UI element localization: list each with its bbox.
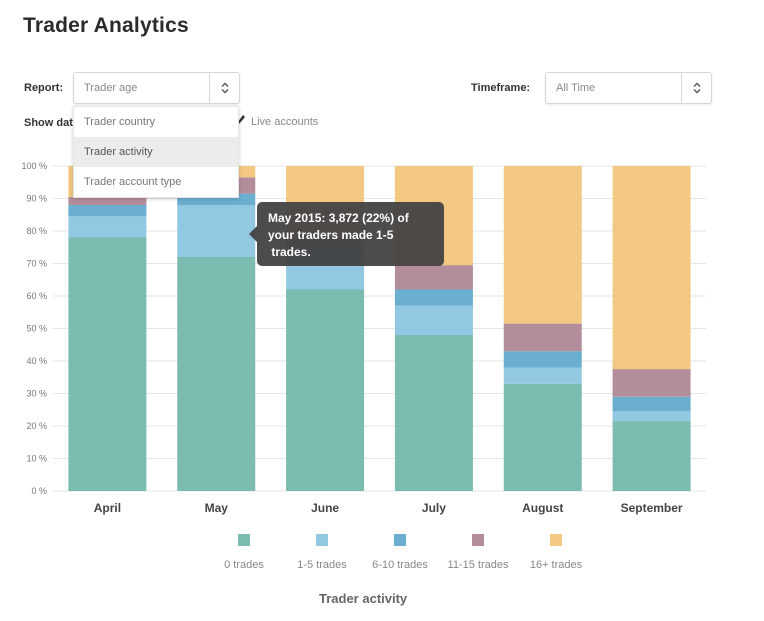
- legend-label: 1-5 trades: [297, 559, 347, 571]
- legend-label: 16+ trades: [529, 559, 583, 571]
- legend-item[interactable]: 16+ trades: [517, 534, 595, 571]
- y-tick-label: 20 %: [26, 421, 47, 431]
- select-updown-icon[interactable]: [209, 73, 239, 103]
- bar-segment[interactable]: [503, 323, 582, 352]
- bar-segment[interactable]: [503, 166, 582, 324]
- legend-swatch: [550, 534, 562, 546]
- x-tick-label: August: [522, 501, 563, 515]
- tooltip-line-3: trades.: [268, 245, 311, 259]
- legend-label: 0 trades: [224, 559, 264, 571]
- tooltip-line-1: May 2015: 3,872 (22%) of: [268, 211, 409, 225]
- legend-label: 6-10 trades: [372, 559, 428, 571]
- report-dropdown-menu: Trader country Trader activity Trader ac…: [73, 106, 239, 198]
- dropdown-item-trader-account-type[interactable]: Trader account type: [84, 176, 182, 188]
- chart-x-axis-title: Trader activity: [319, 591, 408, 606]
- legend-swatch: [394, 534, 406, 546]
- bar-segment[interactable]: [612, 369, 691, 397]
- x-tick-label: April: [94, 501, 121, 515]
- tooltip-arrow: [249, 226, 257, 242]
- legend-item[interactable]: 0 trades: [205, 534, 283, 571]
- bar-segment[interactable]: [68, 205, 147, 217]
- stacked-bar-chart: 0 % 10 % 20 % 30 % 40 % 50 % 60 % 70 % 80 % 90 % 1…: [21, 161, 706, 515]
- live-accounts-label: Live accounts: [251, 115, 319, 128]
- x-tick-label: September: [621, 501, 683, 515]
- pencil-icon: [236, 114, 246, 129]
- bar-segment[interactable]: [612, 421, 691, 491]
- chart-tooltip: May 2015: 3,872 (22%) of your traders ma…: [249, 202, 444, 266]
- y-tick-label: 40 %: [26, 356, 47, 366]
- x-tick-label: May: [205, 501, 229, 515]
- report-label: Report:: [24, 82, 64, 94]
- bar-segment[interactable]: [612, 166, 691, 370]
- legend-swatch: [316, 534, 328, 546]
- chart-legend: 0 trades 1-5 trades 6-10 trades 11-15 tr…: [205, 534, 595, 571]
- bar-segment[interactable]: [503, 351, 582, 368]
- y-tick-label: 30 %: [26, 389, 47, 399]
- bar-segment[interactable]: [612, 396, 691, 412]
- y-tick-label: 100 %: [21, 161, 47, 171]
- legend-label: 11-15 trades: [447, 559, 509, 571]
- bar-segment[interactable]: [286, 263, 365, 290]
- bar-segment[interactable]: [503, 367, 582, 384]
- bar-segment[interactable]: [394, 289, 473, 306]
- legend-swatch: [238, 534, 250, 546]
- y-tick-label: 50 %: [26, 324, 47, 334]
- show-data-label: Show data: [24, 117, 80, 129]
- x-tick-label: June: [311, 501, 339, 515]
- bar-segment[interactable]: [286, 289, 365, 492]
- legend-item[interactable]: 1-5 trades: [283, 534, 361, 571]
- y-tick-label: 80 %: [26, 226, 47, 236]
- timeframe-label: Timeframe:: [471, 82, 531, 94]
- legend-item[interactable]: 11-15 trades: [439, 534, 517, 571]
- bar-segment[interactable]: [177, 205, 256, 257]
- live-accounts-toggle[interactable]: Live accounts: [236, 114, 318, 129]
- bar-segment[interactable]: [68, 237, 147, 492]
- app-title: Trader Analytics: [23, 14, 189, 37]
- y-tick-label: 60 %: [26, 291, 47, 301]
- y-tick-label: 10 %: [26, 454, 47, 464]
- timeframe-select[interactable]: All Time: [545, 72, 712, 104]
- x-tick-label: July: [422, 501, 446, 515]
- legend-swatch: [472, 534, 484, 546]
- bar-segment[interactable]: [612, 411, 691, 422]
- bar-segment[interactable]: [177, 257, 256, 491]
- dropdown-item-trader-activity[interactable]: Trader activity: [74, 137, 238, 167]
- tooltip-line-2: your traders made 1-5: [268, 228, 394, 242]
- select-updown-icon[interactable]: [681, 73, 711, 103]
- report-select-value: Trader age: [84, 82, 138, 94]
- dropdown-item-trader-country[interactable]: Trader country: [84, 116, 156, 128]
- bar-segment[interactable]: [394, 265, 473, 290]
- bar-segment[interactable]: [394, 335, 473, 491]
- legend-item[interactable]: 6-10 trades: [361, 534, 439, 571]
- timeframe-select-value: All Time: [556, 82, 596, 94]
- bar-segment[interactable]: [394, 305, 473, 335]
- bar-segment[interactable]: [503, 383, 582, 491]
- bar-segment[interactable]: [177, 193, 256, 205]
- y-tick-label: 70 %: [26, 259, 47, 269]
- bar-segment[interactable]: [68, 196, 147, 205]
- y-tick-label: 0 %: [31, 486, 47, 496]
- report-select[interactable]: Trader age: [73, 72, 240, 104]
- bar-segment[interactable]: [68, 216, 147, 238]
- y-tick-label: 90 %: [26, 194, 47, 204]
